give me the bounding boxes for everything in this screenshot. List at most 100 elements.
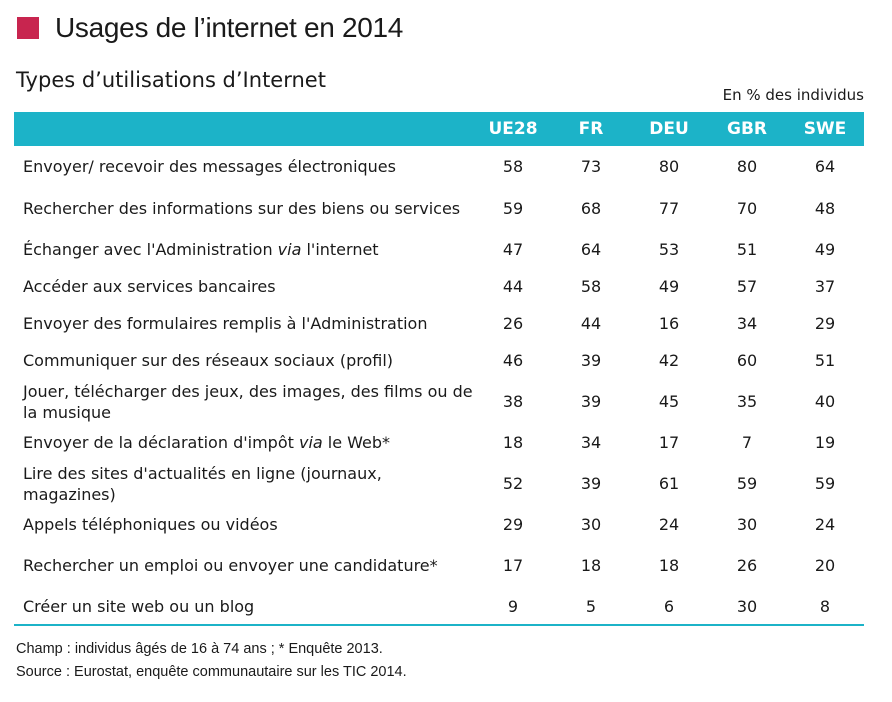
cell-gbr: 7 (741, 433, 753, 452)
cell-gbr: 80 (736, 156, 758, 176)
cell-ue28: 18 (502, 433, 524, 452)
row-label: Lire des sites d'actualités en ligne (jo… (14, 461, 474, 506)
table-row: Envoyer des formulaires remplis à l'Admi… (14, 305, 864, 342)
row-label-text: Lire des sites d'actualités en ligne (jo… (23, 463, 382, 504)
cell-swe: 64 (814, 156, 836, 176)
cell-ue28: 26 (502, 314, 524, 333)
cell-deu: 18 (658, 556, 680, 575)
table-body: Envoyer/ recevoir des messages électroni… (14, 146, 864, 625)
cell-ue28: 44 (502, 277, 524, 296)
table-row: Envoyer de la déclaration d'impôt via le… (14, 424, 864, 461)
cell-fr: 58 (580, 277, 602, 296)
cell-fr: 44 (580, 314, 602, 333)
cell-ue28: 47 (502, 240, 524, 259)
table-header: UE28 FR DEU GBR SWE (14, 112, 864, 146)
cell-gbr: 34 (736, 314, 758, 333)
cell-deu: 77 (658, 199, 680, 218)
row-label-text: Créer un site web ou un blog (23, 596, 255, 616)
cell-fr: 73 (580, 156, 602, 176)
cell-gbr: 30 (736, 596, 758, 616)
cell-ue28: 38 (502, 392, 524, 411)
row-label: Rechercher un emploi ou envoyer une cand… (14, 543, 474, 588)
cell-gbr: 30 (736, 515, 758, 534)
usage-table: UE28 FR DEU GBR SWE Envoyer/ recevoir de… (14, 112, 864, 626)
cell-swe: 40 (814, 392, 836, 411)
cell-fr: 30 (580, 515, 602, 534)
cell-swe: 49 (814, 240, 836, 259)
row-label: Envoyer/ recevoir des messages électroni… (14, 146, 474, 186)
cell-fr: 68 (580, 199, 602, 218)
cell-fr: 39 (580, 474, 602, 493)
cell-swe: 59 (814, 474, 836, 493)
cell-deu: 45 (658, 392, 680, 411)
row-label-text-end: l'internet (301, 240, 379, 259)
table-row: Envoyer/ recevoir des messages électroni… (14, 146, 864, 186)
cell-deu: 42 (658, 351, 680, 370)
row-label-text: Envoyer de la déclaration d'impôt (23, 433, 299, 452)
cell-swe: 51 (814, 351, 836, 370)
cell-ue28: 58 (502, 156, 524, 176)
cell-gbr: 35 (736, 392, 758, 411)
unit-note: En % des individus (722, 86, 864, 104)
cell-swe: 24 (814, 515, 836, 534)
cell-ue28: 52 (502, 474, 524, 493)
cell-deu: 49 (658, 277, 680, 296)
table-row: Rechercher des informations sur des bien… (14, 186, 864, 231)
cell-swe: 20 (814, 556, 836, 575)
row-label-emphasis: via (277, 240, 302, 259)
row-label: Envoyer de la déclaration d'impôt via le… (14, 424, 474, 461)
cell-deu: 24 (658, 515, 680, 534)
cell-fr: 34 (580, 433, 602, 452)
cell-fr: 39 (580, 351, 602, 370)
cell-swe: 29 (814, 314, 836, 333)
row-label-text: Envoyer/ recevoir des messages électroni… (23, 156, 396, 176)
table-row: Jouer, télécharger des jeux, des images,… (14, 379, 864, 424)
table-row: Communiquer sur des réseaux sociaux (pro… (14, 342, 864, 379)
section-subtitle: Types d’utilisations d’Internet (16, 68, 326, 92)
row-label-text: Appels téléphoniques ou vidéos (23, 515, 278, 534)
header-label-cell (14, 112, 474, 146)
table-row: Lire des sites d'actualités en ligne (jo… (14, 461, 864, 506)
cell-ue28: 29 (502, 515, 524, 534)
cell-deu: 61 (658, 474, 680, 493)
cell-gbr: 57 (736, 277, 758, 296)
cell-deu: 17 (658, 433, 680, 452)
scope-note: Champ : individus âgés de 16 à 74 ans ; … (16, 641, 383, 657)
cell-fr: 5 (585, 596, 597, 616)
row-label-text: Envoyer des formulaires remplis à l'Admi… (23, 314, 428, 333)
column-header-deu: DEU (649, 119, 689, 139)
row-label-text-end: le Web* (322, 433, 391, 452)
cell-swe: 37 (814, 277, 836, 296)
table-header-row: UE28 FR DEU GBR SWE (14, 112, 864, 146)
row-label-text: Accéder aux services bancaires (23, 277, 276, 296)
row-label: Accéder aux services bancaires (14, 268, 474, 305)
cell-fr: 39 (580, 392, 602, 411)
cell-deu: 53 (658, 240, 680, 259)
row-label-emphasis: via (298, 433, 323, 452)
row-label: Communiquer sur des réseaux sociaux (pro… (14, 342, 474, 379)
cell-ue28: 9 (507, 596, 519, 616)
column-header-swe: SWE (803, 119, 847, 139)
row-label: Envoyer des formulaires remplis à l'Admi… (14, 305, 474, 342)
page-title: Usages de l’internet en 2014 (55, 12, 404, 43)
column-header-gbr: GBR (726, 119, 767, 139)
table-row: Rechercher un emploi ou envoyer une cand… (14, 543, 864, 588)
cell-deu: 16 (658, 314, 680, 333)
row-label: Rechercher des informations sur des bien… (14, 186, 474, 231)
cell-ue28: 59 (502, 199, 524, 218)
cell-gbr: 51 (736, 240, 758, 259)
cell-fr: 18 (580, 556, 602, 575)
title-row: Usages de l’internet en 2014 (17, 11, 403, 45)
cell-gbr: 59 (736, 474, 758, 493)
row-label: Échanger avec l'Administration via l'int… (14, 231, 474, 268)
cell-swe: 48 (814, 199, 836, 218)
column-header-fr: FR (578, 119, 604, 139)
cell-swe: 19 (814, 433, 836, 452)
row-label-text: Jouer, télécharger des jeux, des images,… (23, 381, 473, 422)
title-marker-square (17, 17, 39, 39)
cell-gbr: 26 (736, 556, 758, 575)
table-row: Créer un site web ou un blog 9 5 6 30 8 (14, 588, 864, 625)
cell-gbr: 70 (736, 199, 758, 218)
row-label-text: Rechercher un emploi ou envoyer une cand… (23, 556, 438, 575)
table-row: Accéder aux services bancaires 44 58 49 … (14, 268, 864, 305)
